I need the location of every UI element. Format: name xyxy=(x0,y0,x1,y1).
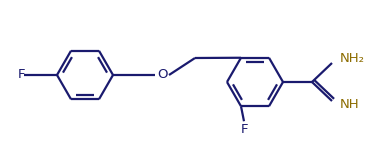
Text: O: O xyxy=(157,69,167,81)
Text: NH₂: NH₂ xyxy=(340,52,365,66)
Text: NH: NH xyxy=(340,99,360,111)
Text: F: F xyxy=(240,123,248,136)
Text: F: F xyxy=(18,69,25,81)
